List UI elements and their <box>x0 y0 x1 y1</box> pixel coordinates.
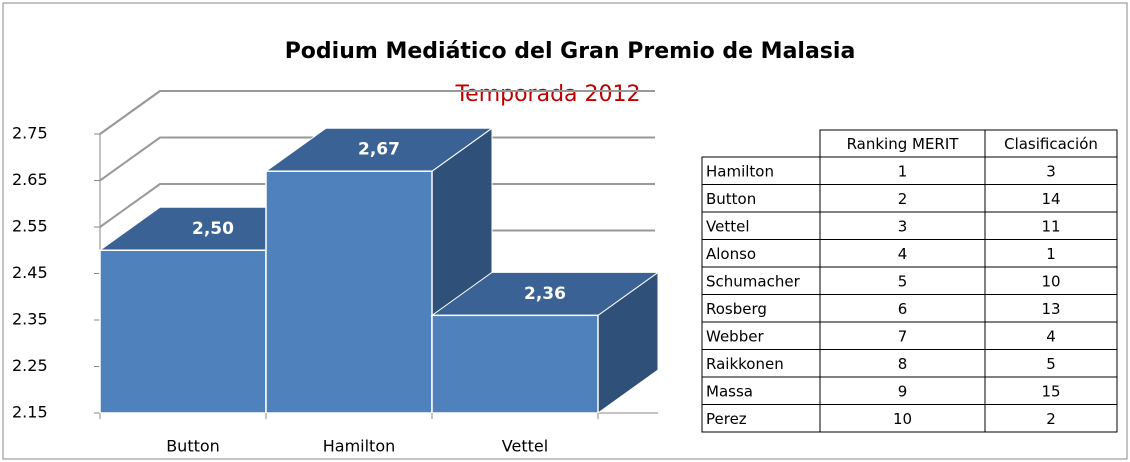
table-text: Hamilton <box>706 162 774 180</box>
table-cell <box>701 404 821 433</box>
table-text: 1 <box>1046 245 1056 263</box>
table-text: 5 <box>1046 355 1056 373</box>
table-text: 2 <box>1046 410 1056 428</box>
table-text: 15 <box>1041 382 1060 400</box>
table-cell <box>984 239 1118 268</box>
table-cell <box>701 239 821 268</box>
table-text: 11 <box>1041 217 1060 235</box>
table-text: Massa <box>706 382 753 400</box>
y-tick-label: 2.25 <box>12 356 48 375</box>
table-text: 2 <box>898 190 908 208</box>
table-text: Button <box>706 190 756 208</box>
table-cell <box>984 156 1118 185</box>
table-text: 3 <box>898 217 908 235</box>
table-cell <box>984 349 1118 378</box>
table-text: 7 <box>898 327 908 345</box>
table-text: 5 <box>898 272 908 290</box>
table-cell <box>819 404 986 433</box>
table-cell <box>984 211 1118 240</box>
table-text: Alonso <box>706 245 756 263</box>
table-cell <box>701 294 821 323</box>
table-text: 4 <box>898 245 908 263</box>
table-header-cell <box>984 129 1118 158</box>
bar <box>431 314 599 414</box>
table-header: Clasificación <box>1004 135 1098 153</box>
table-cell <box>701 184 821 213</box>
table-text: 14 <box>1041 190 1060 208</box>
value-label: 2,36 <box>524 284 566 304</box>
table-text: 6 <box>898 300 908 318</box>
table-text: 4 <box>1046 327 1056 345</box>
table-text: 3 <box>1046 162 1056 180</box>
table-text: Vettel <box>706 217 749 235</box>
table-cell <box>701 321 821 350</box>
value-label: 2,50 <box>192 219 234 239</box>
table-cell <box>819 184 986 213</box>
x-tick-label: Hamilton <box>323 437 396 456</box>
bar <box>265 170 433 414</box>
table-text: 10 <box>1041 272 1060 290</box>
x-tick-label: Button <box>166 437 220 456</box>
table-cell <box>984 376 1118 405</box>
table-cell <box>984 321 1118 350</box>
table-cell <box>819 321 986 350</box>
table-text: 10 <box>893 410 912 428</box>
y-tick-label: 2.15 <box>12 403 48 422</box>
table-cell <box>984 266 1118 295</box>
y-tick-label: 2.45 <box>12 263 48 282</box>
table-text: Perez <box>706 410 747 428</box>
x-tick-label: Vettel <box>502 437 548 456</box>
y-tick-label: 2.65 <box>12 170 48 189</box>
table-text: 13 <box>1041 300 1060 318</box>
table-cell <box>701 156 821 185</box>
grid-line-top <box>99 90 258 135</box>
bar <box>99 249 267 414</box>
table-cell <box>984 184 1118 213</box>
table-cell <box>819 239 986 268</box>
table-cell <box>984 294 1118 323</box>
value-label: 2,67 <box>358 140 400 160</box>
table-text: Rosberg <box>706 300 767 318</box>
y-tick-label: 2.55 <box>12 217 48 236</box>
y-tick-label: 2.75 <box>12 124 48 143</box>
table-text: Schumacher <box>706 272 801 290</box>
chart-title: Podium Mediático del Gran Premio de Mala… <box>285 39 856 64</box>
table-text: Webber <box>706 327 764 345</box>
table-text: 1 <box>898 162 908 180</box>
table-text: 8 <box>898 355 908 373</box>
chart-subtitle: Temporada 2012 <box>454 82 640 107</box>
table-cell <box>984 404 1118 433</box>
table-text: 9 <box>898 382 908 400</box>
y-tick-label: 2.35 <box>12 310 48 329</box>
table-header: Ranking MERIT <box>847 135 960 153</box>
table-text: Raikkonen <box>706 355 784 373</box>
